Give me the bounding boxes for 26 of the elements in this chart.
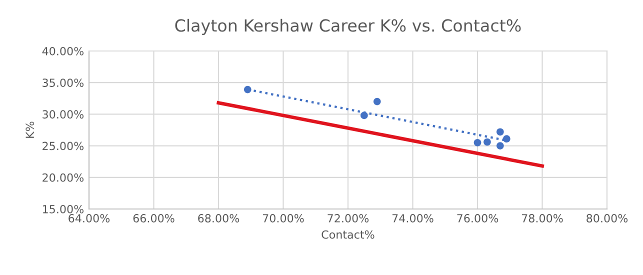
y-tick-label: 25.00% (42, 142, 84, 150)
point (373, 98, 381, 106)
y-axis-title: K% (26, 122, 34, 138)
point (360, 112, 368, 120)
x-tick-label: 66.00% (133, 214, 174, 222)
x-tick-label: 70.00% (262, 214, 304, 222)
y-tick-label: 40.00% (42, 46, 84, 56)
y-tick-label: 30.00% (42, 110, 84, 119)
point (502, 135, 510, 143)
point (244, 86, 252, 94)
point (474, 138, 482, 146)
chart-title: Clayton Kershaw Career K% vs. Contact% (175, 18, 521, 36)
x-tick-label: 80.00% (586, 214, 628, 222)
x-tick-label: 74.00% (392, 214, 434, 222)
x-tick-label: 78.00% (522, 214, 563, 222)
point (484, 138, 491, 146)
y-tick-label: 20.00% (42, 173, 84, 182)
x-tick-label: 72.00% (328, 214, 369, 222)
x-tick-label: 68.00% (198, 214, 240, 222)
y-tick-label: 35.00% (42, 78, 84, 87)
y-tick-label: 15.00% (42, 204, 84, 214)
x-tick-label: 64.00% (68, 214, 110, 222)
x-tick-label: 76.00% (457, 214, 498, 222)
point (496, 142, 504, 150)
point (496, 128, 504, 136)
x-axis-title: Contact% (322, 230, 374, 239)
